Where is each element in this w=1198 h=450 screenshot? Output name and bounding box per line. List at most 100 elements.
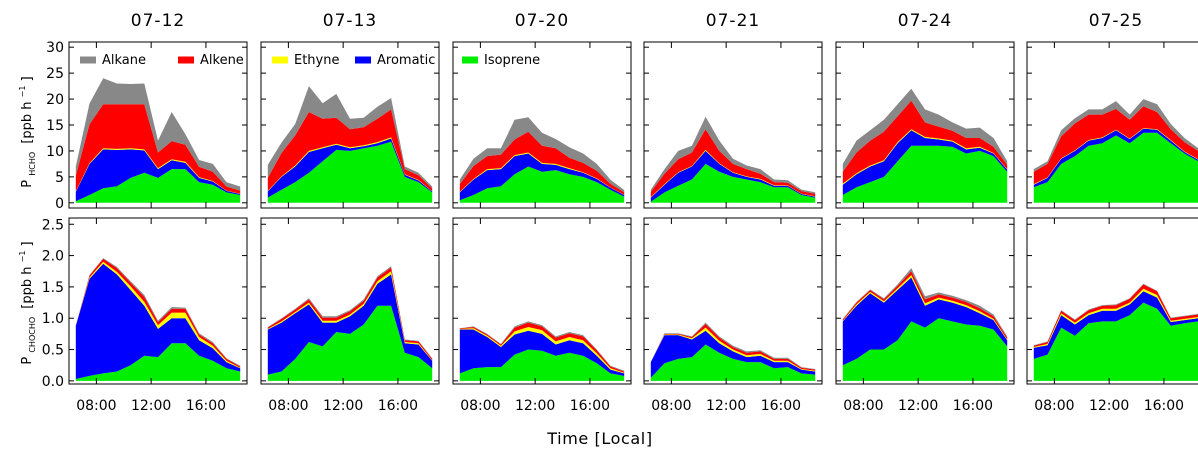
yaxis-title-chocho-sub: CHOCHO: [28, 317, 37, 353]
areas-hcho-07-21: [650, 116, 816, 203]
area-isoprene-chocho-07-21: [650, 344, 816, 381]
xtick-label-chocho-07-24-2: 16:00: [953, 398, 993, 414]
ytick-label-chocho-07-12-0: 0.0: [42, 374, 64, 390]
area-ethyne-chocho-07-21: [650, 327, 816, 372]
xtick-label-chocho-07-20-2: 16:00: [570, 398, 610, 414]
xtick-label-chocho-07-25-2: 16:00: [1144, 398, 1184, 414]
areas-hcho-07-20: [459, 117, 625, 203]
yaxis-title-hcho-unit: [ppb h: [20, 101, 35, 143]
area-alkane-hcho-07-12: [75, 78, 241, 191]
area-alkane-chocho-07-21: [650, 322, 816, 370]
area-alkene-hcho-07-24: [842, 100, 1008, 184]
area-aromatic-chocho-07-25: [1033, 291, 1198, 359]
area-alkane-hcho-07-21: [650, 116, 816, 194]
yaxis-title-hcho: P HCHO [ppb h −1 ]: [14, 76, 39, 187]
legend-label-alkane: Alkane: [102, 53, 146, 68]
legend: Alkane Alkene Ethyne Aromatic Isoprene: [80, 53, 540, 68]
panels: 0 5 10 15 20 25 30 07-12 07-13 07-20 07-21 07-24 07-…: [42, 11, 1198, 414]
xtick-label-chocho-07-25-0: 08:00: [1034, 398, 1074, 414]
area-aromatic-chocho-07-20: [459, 329, 625, 376]
panel-chocho-07-24: 08:00 12:00 16:00: [835, 217, 1015, 414]
area-alkane-hcho-07-20: [459, 117, 625, 193]
panel-hcho-07-13: 07-13: [260, 11, 440, 209]
areas-hcho-07-12: [75, 78, 241, 203]
area-alkene-chocho-07-25: [1033, 284, 1198, 347]
area-isoprene-chocho-07-25: [1033, 302, 1198, 381]
area-isoprene-hcho-07-24: [842, 145, 1008, 203]
xtick-label-chocho-07-12-2: 16:00: [186, 398, 226, 414]
areas-chocho-07-24: [842, 268, 1008, 381]
panel-frame-chocho-07-20: [452, 217, 632, 385]
xtick-label-chocho-07-20-1: 12:00: [515, 398, 555, 414]
legend-label-ethyne: Ethyne: [294, 53, 339, 68]
panel-hcho-07-24: 07-24: [835, 11, 1015, 209]
xtick-label-chocho-07-21-1: 12:00: [706, 398, 746, 414]
panel-hcho-07-20: 07-20: [452, 11, 632, 209]
ytick-label-chocho-07-12-3: 1.5: [42, 280, 64, 296]
ytick-label-hcho-07-12-1: 5: [55, 170, 64, 186]
yaxis-title-chocho-main: P: [20, 357, 35, 365]
yaxis-title-chocho-exp: −1: [18, 251, 27, 263]
xtick-label-chocho-07-13-2: 16:00: [378, 398, 418, 414]
area-alkane-hcho-07-13: [267, 86, 433, 189]
panel-chocho-07-21: 08:00 12:00 16:00: [643, 217, 823, 414]
area-aromatic-hcho-07-13: [267, 138, 433, 198]
panel-title-07-20: 07-20: [515, 11, 569, 31]
panel-hcho-07-25: 07-25: [1026, 11, 1198, 209]
legend-label-alkene: Alkene: [200, 53, 244, 68]
yaxis-title-hcho-main: P: [20, 180, 35, 188]
panel-title-07-12: 07-12: [131, 11, 185, 31]
legend-label-isoprene: Isoprene: [484, 53, 540, 68]
panel-chocho-07-20: 08:00 12:00 16:00: [452, 217, 632, 414]
areas-chocho-07-12: [75, 258, 241, 381]
panel-frame-chocho-07-25: [1026, 217, 1198, 385]
area-aromatic-chocho-07-21: [650, 330, 816, 378]
area-alkene-hcho-07-20: [459, 131, 625, 195]
area-isoprene-chocho-07-24: [842, 318, 1008, 381]
area-alkene-chocho-07-13: [267, 267, 433, 361]
panel-title-07-25: 07-25: [1089, 11, 1143, 31]
ytick-label-chocho-07-12-1: 0.5: [42, 343, 64, 359]
yaxis-title-hcho-exp: −1: [18, 86, 27, 98]
panel-chocho-07-13: 08:00 12:00 16:00: [260, 217, 440, 414]
area-isoprene-chocho-07-13: [267, 305, 433, 381]
ytick-label-hcho-07-12-2: 10: [46, 144, 64, 160]
xtick-label-chocho-07-25-1: 12:00: [1089, 398, 1129, 414]
areas-chocho-07-13: [267, 266, 433, 381]
xtick-label-chocho-07-24-0: 08:00: [843, 398, 883, 414]
area-alkene-hcho-07-25: [1033, 106, 1198, 185]
panel-frame-chocho-07-24: [835, 217, 1015, 385]
area-isoprene-chocho-07-20: [459, 349, 625, 381]
area-alkane-chocho-07-12: [75, 258, 241, 367]
ytick-label-hcho-07-12-5: 25: [46, 66, 64, 82]
area-alkene-hcho-07-13: [267, 109, 433, 192]
area-alkane-hcho-07-24: [842, 88, 1008, 172]
yaxis-title-hcho-sub: HCHO: [28, 152, 37, 176]
ytick-label-hcho-07-12-4: 20: [46, 92, 64, 108]
area-ethyne-chocho-07-13: [267, 271, 433, 361]
area-isoprene-hcho-07-25: [1033, 132, 1198, 203]
yaxis-title-chocho-close: ]: [20, 241, 35, 246]
area-alkene-hcho-07-21: [650, 129, 816, 198]
area-alkene-hcho-07-12: [75, 104, 241, 194]
xtick-label-chocho-07-12-0: 08:00: [76, 398, 116, 414]
area-aromatic-hcho-07-24: [842, 130, 1008, 195]
areas-hcho-07-24: [842, 88, 1008, 203]
area-ethyne-chocho-07-25: [1033, 288, 1198, 348]
area-ethyne-hcho-07-21: [650, 149, 816, 198]
area-alkene-chocho-07-12: [75, 258, 241, 368]
panel-frame-chocho-07-12: [68, 217, 248, 385]
areas-hcho-07-25: [1033, 99, 1198, 203]
ytick-label-chocho-07-12-4: 2.0: [42, 249, 64, 265]
areas-hcho-07-13: [267, 86, 433, 203]
area-alkene-chocho-07-20: [459, 322, 625, 373]
area-alkene-chocho-07-21: [650, 323, 816, 371]
area-aromatic-chocho-07-13: [267, 274, 433, 375]
ytick-label-chocho-07-12-5: 2.5: [42, 217, 64, 233]
ytick-label-chocho-07-12-2: 1.0: [42, 311, 64, 327]
area-isoprene-hcho-07-12: [75, 169, 241, 203]
area-isoprene-hcho-07-21: [650, 163, 816, 203]
panel-frame-chocho-07-13: [260, 217, 440, 385]
area-isoprene-hcho-07-20: [459, 166, 625, 203]
xtick-label-chocho-07-21-0: 08:00: [651, 398, 691, 414]
